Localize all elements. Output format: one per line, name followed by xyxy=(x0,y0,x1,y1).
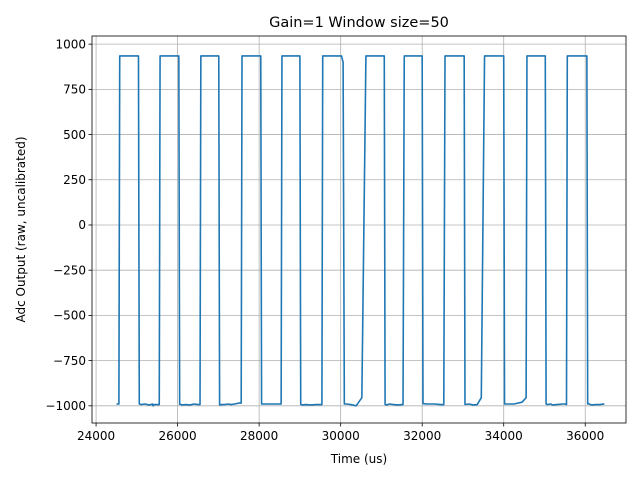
x-tick-label: 36000 xyxy=(566,429,604,443)
y-tick-label: −250 xyxy=(53,263,86,277)
series-layer xyxy=(116,55,605,407)
y-tick-label: 1000 xyxy=(55,37,86,51)
plot-background xyxy=(92,36,626,423)
ticks-layer: 24000 26000 28000 30000 32000 34000 36000 −1000… xyxy=(45,37,604,443)
x-tick-label: 28000 xyxy=(240,429,278,443)
y-axis-label: Adc Output (raw, uncalibrated) xyxy=(14,136,28,322)
chart-title: Gain=1 Window size=50 xyxy=(269,15,449,31)
x-tick-label: 34000 xyxy=(485,429,523,443)
y-tick-label: −750 xyxy=(53,354,86,368)
x-tick-label: 32000 xyxy=(403,429,441,443)
y-tick-label: 500 xyxy=(63,128,86,142)
y-tick-label: 750 xyxy=(63,83,86,97)
y-tick-label: −500 xyxy=(53,309,86,323)
y-tick-label: 0 xyxy=(78,218,86,232)
plot-frame xyxy=(91,35,627,424)
y-tick-label: 250 xyxy=(63,173,86,187)
x-tick-label: 24000 xyxy=(77,429,115,443)
y-tick-label: −1000 xyxy=(45,399,86,413)
series-line xyxy=(116,55,605,407)
x-axis-label: Time (us) xyxy=(330,452,387,466)
x-tick-label: 26000 xyxy=(159,429,197,443)
x-tick-label: 30000 xyxy=(322,429,360,443)
